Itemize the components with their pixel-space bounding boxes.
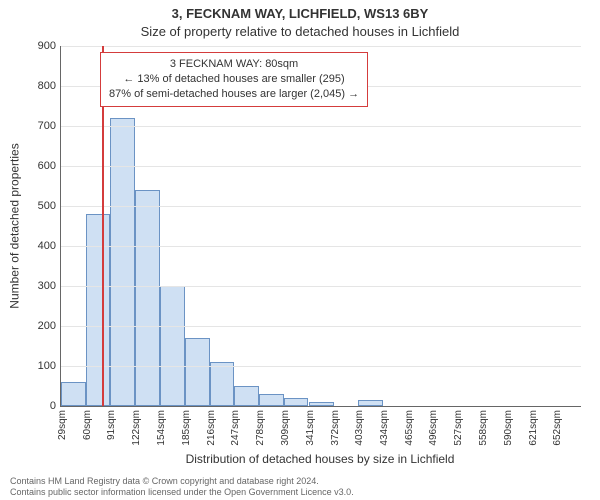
x-tick-label: 652sqm bbox=[552, 410, 563, 446]
x-tick-label: 590sqm bbox=[503, 410, 514, 446]
footer-line-2: Contains public sector information licen… bbox=[10, 487, 354, 498]
histogram-bar bbox=[185, 338, 210, 406]
histogram-bar bbox=[210, 362, 235, 406]
legend-line: ← 13% of detached houses are smaller (29… bbox=[109, 72, 359, 87]
gridline bbox=[61, 286, 581, 287]
histogram-bar bbox=[358, 400, 383, 406]
x-tick-label: 91sqm bbox=[106, 410, 117, 440]
x-tick-label: 434sqm bbox=[379, 410, 390, 446]
y-tick-label: 600 bbox=[38, 160, 61, 172]
x-tick-label: 372sqm bbox=[330, 410, 341, 446]
gridline bbox=[61, 326, 581, 327]
x-tick-label: 29sqm bbox=[57, 410, 68, 440]
x-tick-label: 278sqm bbox=[255, 410, 266, 446]
gridline bbox=[61, 46, 581, 47]
histogram-bar bbox=[309, 402, 334, 406]
y-tick-label: 300 bbox=[38, 280, 61, 292]
y-tick-label: 900 bbox=[38, 40, 61, 52]
y-tick-label: 500 bbox=[38, 200, 61, 212]
x-tick-label: 154sqm bbox=[156, 410, 167, 446]
page-title-address: 3, FECKNAM WAY, LICHFIELD, WS13 6BY bbox=[0, 6, 600, 21]
histogram-bar bbox=[61, 382, 86, 406]
histogram-bar bbox=[135, 190, 160, 406]
y-tick-label: 200 bbox=[38, 320, 61, 332]
x-tick-label: 558sqm bbox=[478, 410, 489, 446]
gridline bbox=[61, 206, 581, 207]
x-tick-label: 496sqm bbox=[428, 410, 439, 446]
y-tick-label: 100 bbox=[38, 360, 61, 372]
gridline bbox=[61, 246, 581, 247]
gridline bbox=[61, 366, 581, 367]
x-tick-label: 527sqm bbox=[453, 410, 464, 446]
gridline bbox=[61, 166, 581, 167]
y-axis-label: Number of detached properties bbox=[8, 46, 22, 406]
histogram-bar bbox=[234, 386, 259, 406]
y-tick-label: 700 bbox=[38, 120, 61, 132]
reference-legend-box: 3 FECKNAM WAY: 80sqm← 13% of detached ho… bbox=[100, 52, 368, 107]
legend-line: 3 FECKNAM WAY: 80sqm bbox=[109, 57, 359, 72]
page-subtitle: Size of property relative to detached ho… bbox=[0, 24, 600, 39]
histogram-bar bbox=[259, 394, 284, 406]
gridline bbox=[61, 126, 581, 127]
x-tick-label: 403sqm bbox=[354, 410, 365, 446]
x-tick-label: 621sqm bbox=[528, 410, 539, 446]
histogram-bar bbox=[284, 398, 309, 406]
x-tick-label: 216sqm bbox=[206, 410, 217, 446]
histogram-bar bbox=[160, 286, 185, 406]
y-tick-label: 400 bbox=[38, 240, 61, 252]
footer-attribution: Contains HM Land Registry data © Crown c… bbox=[10, 476, 354, 498]
x-axis-label: Distribution of detached houses by size … bbox=[60, 452, 580, 466]
x-tick-label: 185sqm bbox=[181, 410, 192, 446]
y-tick-label: 800 bbox=[38, 80, 61, 92]
x-tick-label: 341sqm bbox=[305, 410, 316, 446]
x-tick-label: 122sqm bbox=[131, 410, 142, 446]
x-tick-label: 247sqm bbox=[230, 410, 241, 446]
histogram-bar bbox=[86, 214, 111, 406]
histogram-bar bbox=[110, 118, 135, 406]
x-tick-label: 309sqm bbox=[280, 410, 291, 446]
x-tick-label: 465sqm bbox=[404, 410, 415, 446]
legend-line: 87% of semi-detached houses are larger (… bbox=[109, 87, 359, 102]
x-tick-label: 60sqm bbox=[82, 410, 93, 440]
footer-line-1: Contains HM Land Registry data © Crown c… bbox=[10, 476, 354, 487]
